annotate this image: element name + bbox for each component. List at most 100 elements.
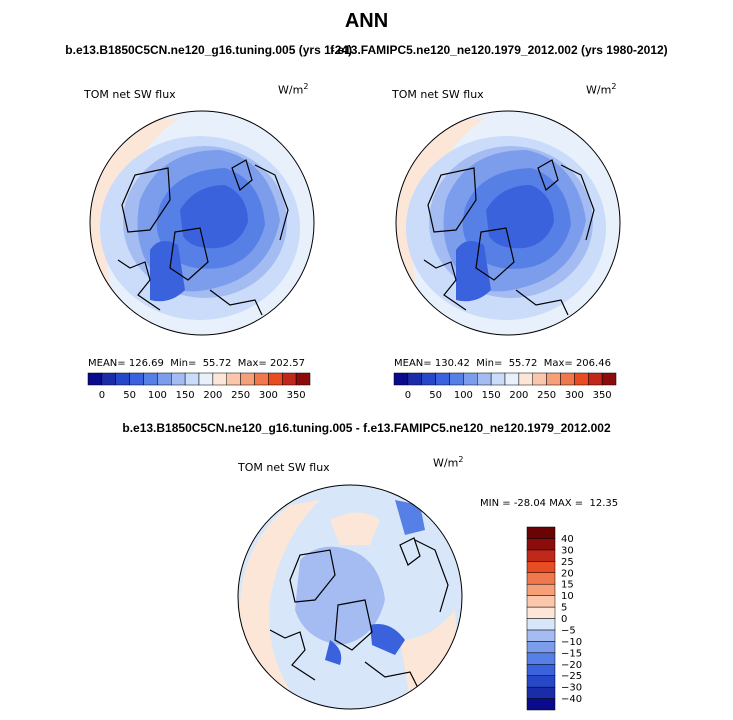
colorbar-swatch — [526, 583, 556, 596]
colorbar-tick-label: −10 — [561, 637, 582, 648]
colorbar-swatch — [198, 372, 214, 386]
colorbar-swatch — [295, 372, 311, 386]
colorbar-swatch — [435, 372, 450, 386]
figure-title: ANN — [344, 10, 389, 32]
colorbar-tick-label: −25 — [561, 671, 582, 682]
coastlines — [423, 164, 595, 316]
test-stats: MEAN= 126.69 Min= 55.72 Max= 202.57 — [88, 358, 305, 369]
colorbar-swatch — [226, 372, 241, 386]
difference-units-label: W/m2 — [433, 455, 464, 470]
control-units-label: W/m2 — [586, 82, 617, 97]
colorbar-swatch — [463, 372, 478, 386]
cool-anomaly — [370, 624, 405, 655]
colorbar-tick-label: 250 — [231, 390, 250, 401]
colorbar-swatch — [526, 629, 556, 642]
coastlines — [427, 159, 559, 281]
colorbar-tick-label: 30 — [561, 545, 574, 556]
control-map-border — [395, 110, 621, 336]
colorbar-tick-label: 100 — [148, 390, 167, 401]
colorbar-tick-label: 20 — [561, 568, 574, 579]
colorbar-swatch — [546, 372, 561, 386]
colorbar-swatch — [526, 538, 556, 551]
colorbar-tick-label: 300 — [259, 390, 278, 401]
colorbar-swatch — [560, 372, 575, 386]
flux-band — [150, 241, 185, 302]
colorbar-swatch — [526, 686, 556, 699]
colorbar-tick-label: −20 — [561, 660, 582, 671]
test-colorbar: 0 50 100 150 200 250 300 350 — [87, 372, 311, 401]
colorbar-swatch — [143, 372, 158, 386]
colorbar-swatch — [101, 372, 116, 386]
colorbar-swatch — [268, 372, 283, 386]
control-case-title: f.e13.FAMIPC5.ne120_ne120.1979_2012.002 … — [330, 43, 668, 57]
colorbar-swatch — [449, 372, 464, 386]
colorbar-tick-label: 10 — [561, 591, 574, 602]
colorbar-tick-label: 5 — [561, 603, 567, 614]
top-case-titles: b.e13.B1850C5CN.ne120_g16.tuning.005 (yr… — [0, 43, 733, 57]
warm-anomaly — [240, 500, 320, 690]
cool-anomaly — [325, 640, 342, 665]
colorbar-tick-label: 40 — [561, 534, 574, 545]
colorbar-tick-label: 15 — [561, 580, 574, 591]
colorbar-tick-label: 0 — [99, 390, 105, 401]
colorbar-tick-label: 350 — [287, 390, 306, 401]
colorbar-swatch — [504, 372, 520, 386]
colorbar-swatch — [526, 549, 556, 562]
test-map — [90, 111, 314, 335]
colorbar-tick-label: 200 — [203, 390, 222, 401]
control-map — [396, 111, 620, 335]
colorbar-swatch — [212, 372, 227, 386]
colorbar-tick-label: 150 — [482, 390, 501, 401]
test-map-border — [89, 110, 315, 336]
coastlines — [269, 539, 449, 689]
colorbar-swatch — [601, 372, 617, 386]
coastlines — [121, 159, 253, 281]
colorbar-swatch — [526, 698, 556, 711]
colorbar-tick-label: 100 — [454, 390, 473, 401]
colorbar-swatch — [526, 606, 556, 619]
control-variable-label: TOM net SW flux — [392, 88, 484, 101]
colorbar-tick-label: 250 — [537, 390, 556, 401]
colorbar-swatch — [490, 372, 506, 386]
colorbar-swatch — [184, 372, 200, 386]
colorbar-swatch — [588, 372, 603, 386]
difference-map-border — [237, 484, 463, 710]
colorbar-swatch — [407, 372, 422, 386]
colorbar-tick-label: 50 — [429, 390, 442, 401]
colorbar-swatch — [526, 675, 556, 688]
colorbar-swatch — [526, 652, 556, 665]
colorbar-tick-label: 50 — [123, 390, 136, 401]
colorbar-tick-label: 200 — [509, 390, 528, 401]
colorbar-tick-label: 0 — [405, 390, 411, 401]
colorbar-swatch — [526, 595, 556, 608]
colorbar-tick-label: −30 — [561, 683, 582, 694]
warm-anomaly — [330, 512, 380, 545]
colorbar-tick-label: −40 — [561, 694, 582, 705]
colorbar-swatch — [254, 372, 269, 386]
coastlines — [289, 537, 421, 651]
warm-margin — [396, 118, 486, 330]
colorbar-tick-label: 25 — [561, 557, 574, 568]
colorbar-swatch — [526, 641, 556, 654]
colorbar-swatch — [129, 372, 144, 386]
coastlines — [117, 164, 289, 316]
difference-title: b.e13.B1850C5CN.ne120_g16.tuning.005 - f… — [122, 421, 611, 435]
difference-variable-label: TOM net SW flux — [238, 461, 330, 474]
colorbar-swatch — [87, 372, 103, 386]
colorbar-swatch — [518, 372, 533, 386]
flux-band — [486, 185, 554, 249]
colorbar-swatch — [240, 372, 255, 386]
flux-band — [456, 241, 491, 302]
colorbar-swatch — [393, 372, 409, 386]
cool-anomaly — [395, 500, 425, 535]
control-stats: MEAN= 130.42 Min= 55.72 Max= 206.46 — [394, 358, 611, 369]
warm-margin — [90, 118, 180, 330]
test-case-title: b.e13.B1850C5CN.ne120_g16.tuning.005 (yr… — [65, 43, 353, 57]
colorbar-swatch — [574, 372, 589, 386]
test-variable-label: TOM net SW flux — [84, 88, 176, 101]
test-units-label: W/m2 — [278, 82, 309, 97]
colorbar-tick-label: 0 — [561, 614, 567, 625]
colorbar-swatch — [526, 664, 556, 676]
flux-band — [180, 185, 248, 249]
